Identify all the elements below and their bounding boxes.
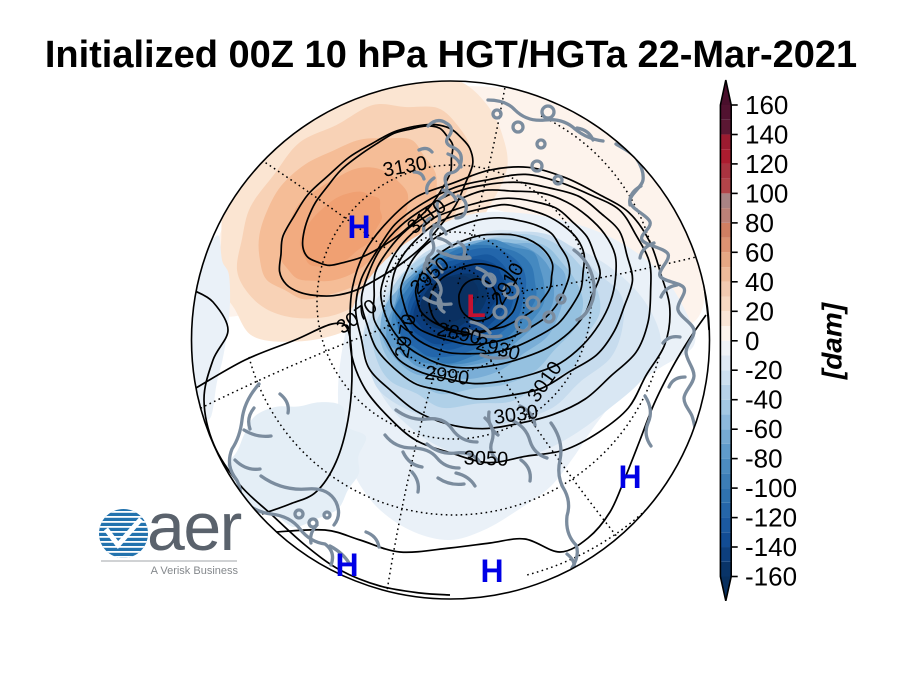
svg-text:-140: -140 [745,532,797,562]
svg-text:aer: aer [147,489,242,565]
svg-text:20: 20 [745,296,774,326]
svg-text:120: 120 [745,149,788,179]
svg-text:-160: -160 [745,562,797,592]
svg-text:L: L [466,288,486,324]
svg-text:H: H [618,459,641,495]
svg-text:H: H [335,547,358,583]
svg-text:-40: -40 [745,385,783,415]
svg-text:3050: 3050 [463,447,508,471]
svg-text:-120: -120 [745,503,797,533]
svg-text:H: H [480,553,503,589]
svg-text:140: 140 [745,120,788,150]
svg-text:-80: -80 [745,444,783,474]
svg-text:160: 160 [745,90,788,120]
svg-text:[dam]: [dam] [817,301,848,380]
svg-text:40: 40 [745,267,774,297]
svg-text:-100: -100 [745,473,797,503]
svg-text:100: 100 [745,178,788,208]
svg-text:0: 0 [745,326,759,356]
svg-text:A Verisk Business: A Verisk Business [151,565,239,577]
svg-text:-60: -60 [745,414,783,444]
svg-text:-20: -20 [745,355,783,385]
svg-text:80: 80 [745,208,774,238]
svg-text:60: 60 [745,237,774,267]
svg-text:H: H [347,209,370,245]
svg-text:Initialized 00Z 10 hPa HGT/HGT: Initialized 00Z 10 hPa HGT/HGTa 22-Mar-2… [45,34,857,76]
